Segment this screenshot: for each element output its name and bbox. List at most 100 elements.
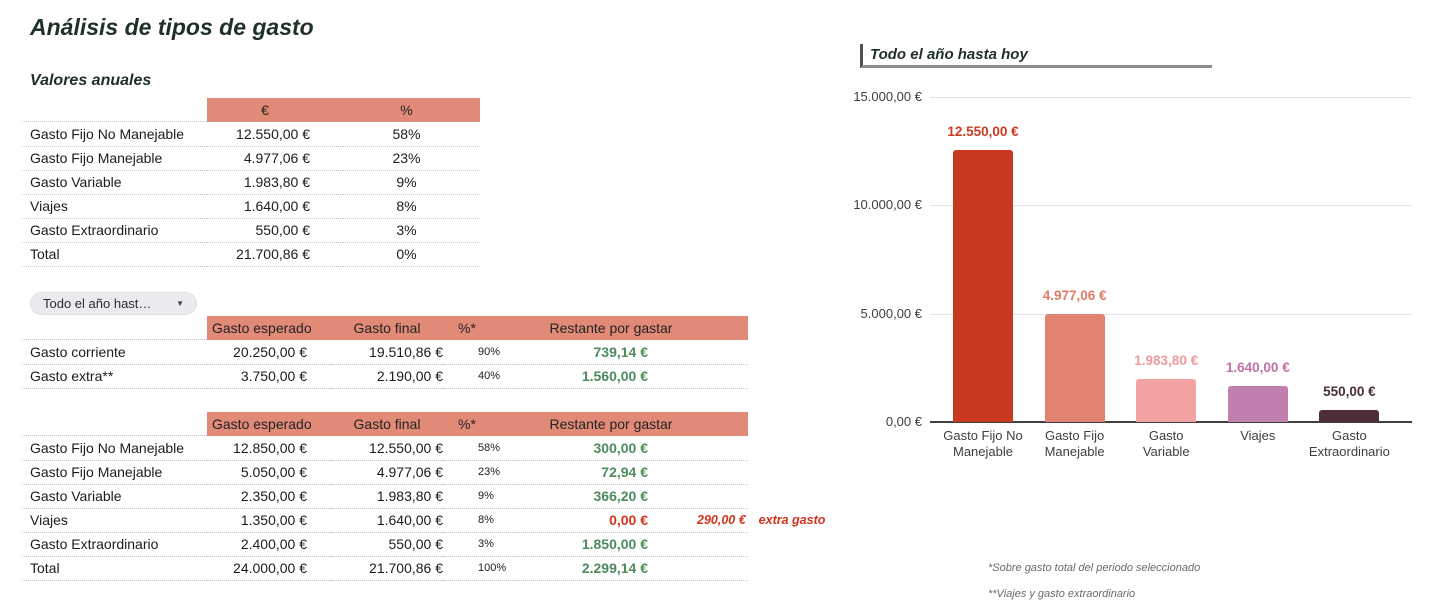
percent-cell: 3% <box>343 218 480 243</box>
expected-cell: 3.750,00 € <box>207 364 331 389</box>
row-label: Gasto Extraordinario <box>22 218 207 243</box>
percent-cell: 8% <box>443 508 517 533</box>
percent-cell: 9% <box>443 484 517 509</box>
table-row: Gasto Fijo No Manejable 12.550,00 €58% <box>22 122 480 147</box>
table-row: Viajes 1.350,00 €1.640,00 €8% 0,00 € <box>22 508 748 533</box>
column-header-final: Gasto final <box>331 412 443 436</box>
x-axis-category-label-line: Gasto Fijo <box>1044 428 1105 443</box>
overspend-note: 290,00 € extra gasto <box>697 508 825 532</box>
table-row: Gasto corriente 20.250,00 €19.510,86 €90%… <box>22 340 748 365</box>
bar-value-label: 550,00 € <box>1323 384 1376 399</box>
x-axis-category-label-line: Gasto Fijo No <box>943 428 1023 443</box>
table-row: Gasto Extraordinario 550,00 €3% <box>22 218 480 243</box>
row-label: Gasto Fijo No Manejable <box>22 122 207 147</box>
overspend-note-amount: 290,00 € <box>697 513 746 527</box>
gridline <box>930 205 1412 207</box>
column-header-percent: %* <box>443 316 517 340</box>
y-axis-tick-label: 10.000,00 € <box>853 197 922 213</box>
final-cell: 550,00 € <box>331 532 443 557</box>
table-row: Gasto Fijo Manejable 5.050,00 €4.977,06 €… <box>22 460 748 485</box>
bar-3 <box>1136 379 1197 422</box>
table-row: Total 21.700,86 €0% <box>22 242 480 267</box>
annual-table-header-row: €% <box>22 98 480 122</box>
bar-value-label: 1.640,00 € <box>1225 360 1290 375</box>
x-axis-category-label: Gasto Fijo Manejable <box>1015 428 1135 460</box>
final-cell: 2.190,00 € <box>331 364 443 389</box>
row-label: Total <box>22 242 207 267</box>
column-header-expected: Gasto esperado <box>207 412 331 436</box>
final-cell: 4.977,06 € <box>331 460 443 485</box>
x-axis-category-label-line: Variable <box>1142 444 1190 459</box>
bar-value-label: 4.977,06 € <box>1042 288 1107 303</box>
y-axis-tick-label: 0,00 € <box>885 414 922 429</box>
x-axis-category-label-line: Manejable <box>1044 444 1105 459</box>
row-label: Gasto Fijo No Manejable <box>22 436 207 461</box>
percent-cell: 100% <box>443 556 517 581</box>
gridline <box>930 313 1412 315</box>
column-header-final: Gasto final <box>331 316 443 340</box>
expected-cell: 5.050,00 € <box>207 460 331 485</box>
remaining-cell: 0,00 € <box>517 508 748 533</box>
percent-cell: 58% <box>343 122 480 147</box>
percent-cell: 40% <box>443 364 517 389</box>
overspend-note-text: extra gasto <box>758 513 826 527</box>
table-row: Gasto Fijo Manejable 4.977,06 €23% <box>22 146 480 171</box>
expected-cell: 20.250,00 € <box>207 340 331 365</box>
column-header-percent: %* <box>443 412 517 436</box>
amount-cell: 550,00 € <box>207 218 343 243</box>
row-label: Viajes <box>22 508 207 533</box>
column-header-remaining: Restante por gastar <box>517 316 748 340</box>
bar-1 <box>953 150 1013 422</box>
x-axis-category-label-line: Manejable <box>953 444 1013 459</box>
row-label: Gasto Variable <box>22 170 207 195</box>
remaining-cell: 1.850,00 € <box>517 532 748 557</box>
y-axis-tick-label: 15.000,00 € <box>853 89 922 104</box>
expected-cell: 12.850,00 € <box>207 436 331 461</box>
column-header-expected: Gasto esperado <box>207 316 331 340</box>
remaining-cell: 366,20 € <box>517 484 748 509</box>
x-axis-category-label-line: Viajes <box>1240 428 1276 443</box>
period-selector[interactable]: Todo el año hast… ▼ <box>30 292 197 315</box>
percent-cell: 90% <box>443 340 517 365</box>
column-header-euro: € <box>207 98 343 122</box>
header-spacer <box>22 412 207 436</box>
chart-title: Todo el año hasta hoy <box>860 44 1212 68</box>
row-label: Gasto corriente <box>22 340 207 365</box>
x-axis-category-label: Gasto Variable <box>1106 428 1226 460</box>
remaining-cell: 739,14 € <box>517 340 748 365</box>
row-label: Gasto extra** <box>22 364 207 389</box>
column-header-percent: % <box>343 98 480 122</box>
x-axis-category-label-line: Gasto <box>1332 428 1367 443</box>
bar-value-label: 12.550,00 € <box>947 124 1019 139</box>
percent-cell: 3% <box>443 532 517 557</box>
expected-cell: 2.400,00 € <box>207 532 331 557</box>
final-cell: 12.550,00 € <box>331 436 443 461</box>
header-spacer <box>22 316 207 340</box>
footnote-asterisk: *Sobre gasto total del periodo seleccion… <box>988 562 1201 574</box>
bar-2 <box>1044 314 1105 422</box>
summary-expense-table: Gasto esperado Gasto final %* Restante por … <box>22 316 748 389</box>
final-cell: 1.640,00 € <box>331 508 443 533</box>
x-axis-category-label-line: Gasto <box>1148 428 1184 443</box>
amount-cell: 1.983,80 € <box>207 170 343 195</box>
table-row: Viajes 1.640,00 €8% <box>22 194 480 219</box>
page-title: Análisis de tipos de gasto <box>30 14 314 40</box>
row-label: Gasto Extraordinario <box>22 532 207 557</box>
expected-cell: 24.000,00 € <box>207 556 331 581</box>
t3-header-row: Gasto esperado Gasto final %* Restante por … <box>22 412 748 436</box>
table-row: Gasto Extraordinario 2.400,00 €550,00 €3%… <box>22 532 748 557</box>
table-row: Total 24.000,00 €21.700,86 €100% 2.299,14 … <box>22 556 748 581</box>
x-axis-line <box>930 421 1412 423</box>
final-cell: 19.510,86 € <box>331 340 443 365</box>
t2-header-row: Gasto esperado Gasto final %* Restante por … <box>22 316 748 340</box>
remaining-cell: 2.299,14 € <box>517 556 748 581</box>
final-cell: 21.700,86 € <box>331 556 443 581</box>
x-axis-category-label-line: Extraordinario <box>1308 444 1390 459</box>
row-label: Gasto Fijo Manejable <box>22 460 207 485</box>
y-axis-tick-label: 5.000,00 € <box>860 305 922 321</box>
x-axis-category-label: Viajes <box>1198 428 1318 444</box>
row-label: Viajes <box>22 194 207 219</box>
expected-cell: 2.350,00 € <box>207 484 331 509</box>
amount-cell: 21.700,86 € <box>207 242 343 267</box>
